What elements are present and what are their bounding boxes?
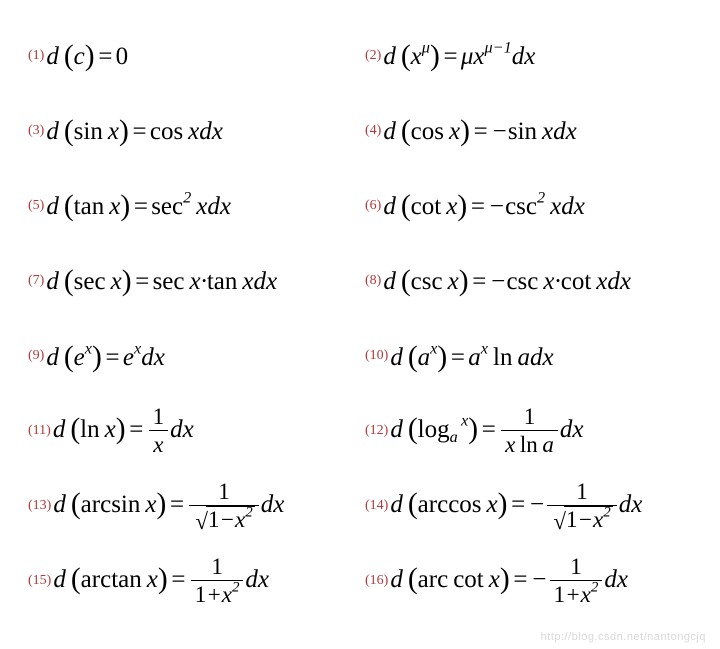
formula-index: (10) bbox=[365, 348, 388, 364]
formula-index: (3) bbox=[28, 123, 44, 139]
formula-index: (4) bbox=[365, 123, 381, 139]
formula-body: d (tan x) = sec2 xdx bbox=[46, 189, 231, 222]
formula-cell: (10) d (ax) = ax ln adx bbox=[365, 319, 698, 394]
formula-cell: (8) d (csc x) = −csc x·cot xdx bbox=[365, 243, 698, 318]
formula-index: (7) bbox=[28, 273, 44, 289]
formula-index: (15) bbox=[28, 573, 51, 589]
formula-body: d (cos x) = −sin xdx bbox=[383, 114, 576, 147]
formula-body: d (loga x) = 1x ln adx bbox=[390, 405, 583, 457]
formula-index: (9) bbox=[28, 348, 44, 364]
formula-index: (14) bbox=[365, 498, 388, 514]
formula-body: d (sin x) = cos xdx bbox=[46, 114, 223, 147]
formula-body: d (ln x) = 1xdx bbox=[53, 405, 194, 457]
formula-index: (6) bbox=[365, 198, 381, 214]
formula-cell: (7) d (sec x) = sec x·tan xdx bbox=[28, 243, 361, 318]
formula-cell: (15) d (arctan x) = 11+x2dx bbox=[28, 544, 361, 619]
formula-cell: (9) d (ex) = exdx bbox=[28, 319, 361, 394]
formula-cell: (13) d (arcsin x) = 1√1−x2dx bbox=[28, 469, 361, 544]
formula-cell: (16) d (arc cot x) = −11+x2dx bbox=[365, 544, 698, 619]
formula-body: d (csc x) = −csc x·cot xdx bbox=[383, 264, 631, 297]
formula-index: (16) bbox=[365, 573, 388, 589]
formula-body: d (arcsin x) = 1√1−x2dx bbox=[53, 480, 284, 532]
formula-body: d (sec x) = sec x·tan xdx bbox=[46, 264, 277, 297]
formula-index: (2) bbox=[365, 48, 381, 64]
formula-index: (11) bbox=[28, 423, 51, 439]
formula-cell: (12) d (loga x) = 1x ln adx bbox=[365, 394, 698, 469]
formula-body: d (ax) = ax ln adx bbox=[390, 340, 553, 373]
formula-index: (8) bbox=[365, 273, 381, 289]
formula-cell: (14) d (arccos x) = −1√1−x2dx bbox=[365, 469, 698, 544]
formula-body: d (c) = 0 bbox=[46, 39, 128, 72]
formula-index: (5) bbox=[28, 198, 44, 214]
formula-cell: (5) d (tan x) = sec2 xdx bbox=[28, 168, 361, 243]
formula-cell: (1) d (c) = 0 bbox=[28, 18, 361, 93]
formula-index: (1) bbox=[28, 48, 44, 64]
formula-body: d (arccos x) = −1√1−x2dx bbox=[390, 480, 642, 532]
formula-body: d (xμ) = μxμ−1dx bbox=[383, 39, 535, 72]
formula-cell: (3) d (sin x) = cos xdx bbox=[28, 93, 361, 168]
watermark-text: http://blog.csdn.net/nantongcjq bbox=[541, 631, 706, 643]
formula-cell: (2) d (xμ) = μxμ−1dx bbox=[365, 18, 698, 93]
formula-body: d (arctan x) = 11+x2dx bbox=[53, 555, 269, 607]
formula-cell: (6) d (cot x) = −csc2 xdx bbox=[365, 168, 698, 243]
formula-index: (12) bbox=[365, 423, 388, 439]
formula-cell: (4) d (cos x) = −sin xdx bbox=[365, 93, 698, 168]
formula-grid: (1) d (c) = 0 (2) d (xμ) = μxμ−1dx (3) d… bbox=[0, 0, 720, 649]
formula-body: d (ex) = exdx bbox=[46, 340, 164, 373]
formula-cell: (11) d (ln x) = 1xdx bbox=[28, 394, 361, 469]
formula-body: d (cot x) = −csc2 xdx bbox=[383, 189, 585, 222]
formula-index: (13) bbox=[28, 498, 51, 514]
formula-body: d (arc cot x) = −11+x2dx bbox=[390, 555, 628, 607]
